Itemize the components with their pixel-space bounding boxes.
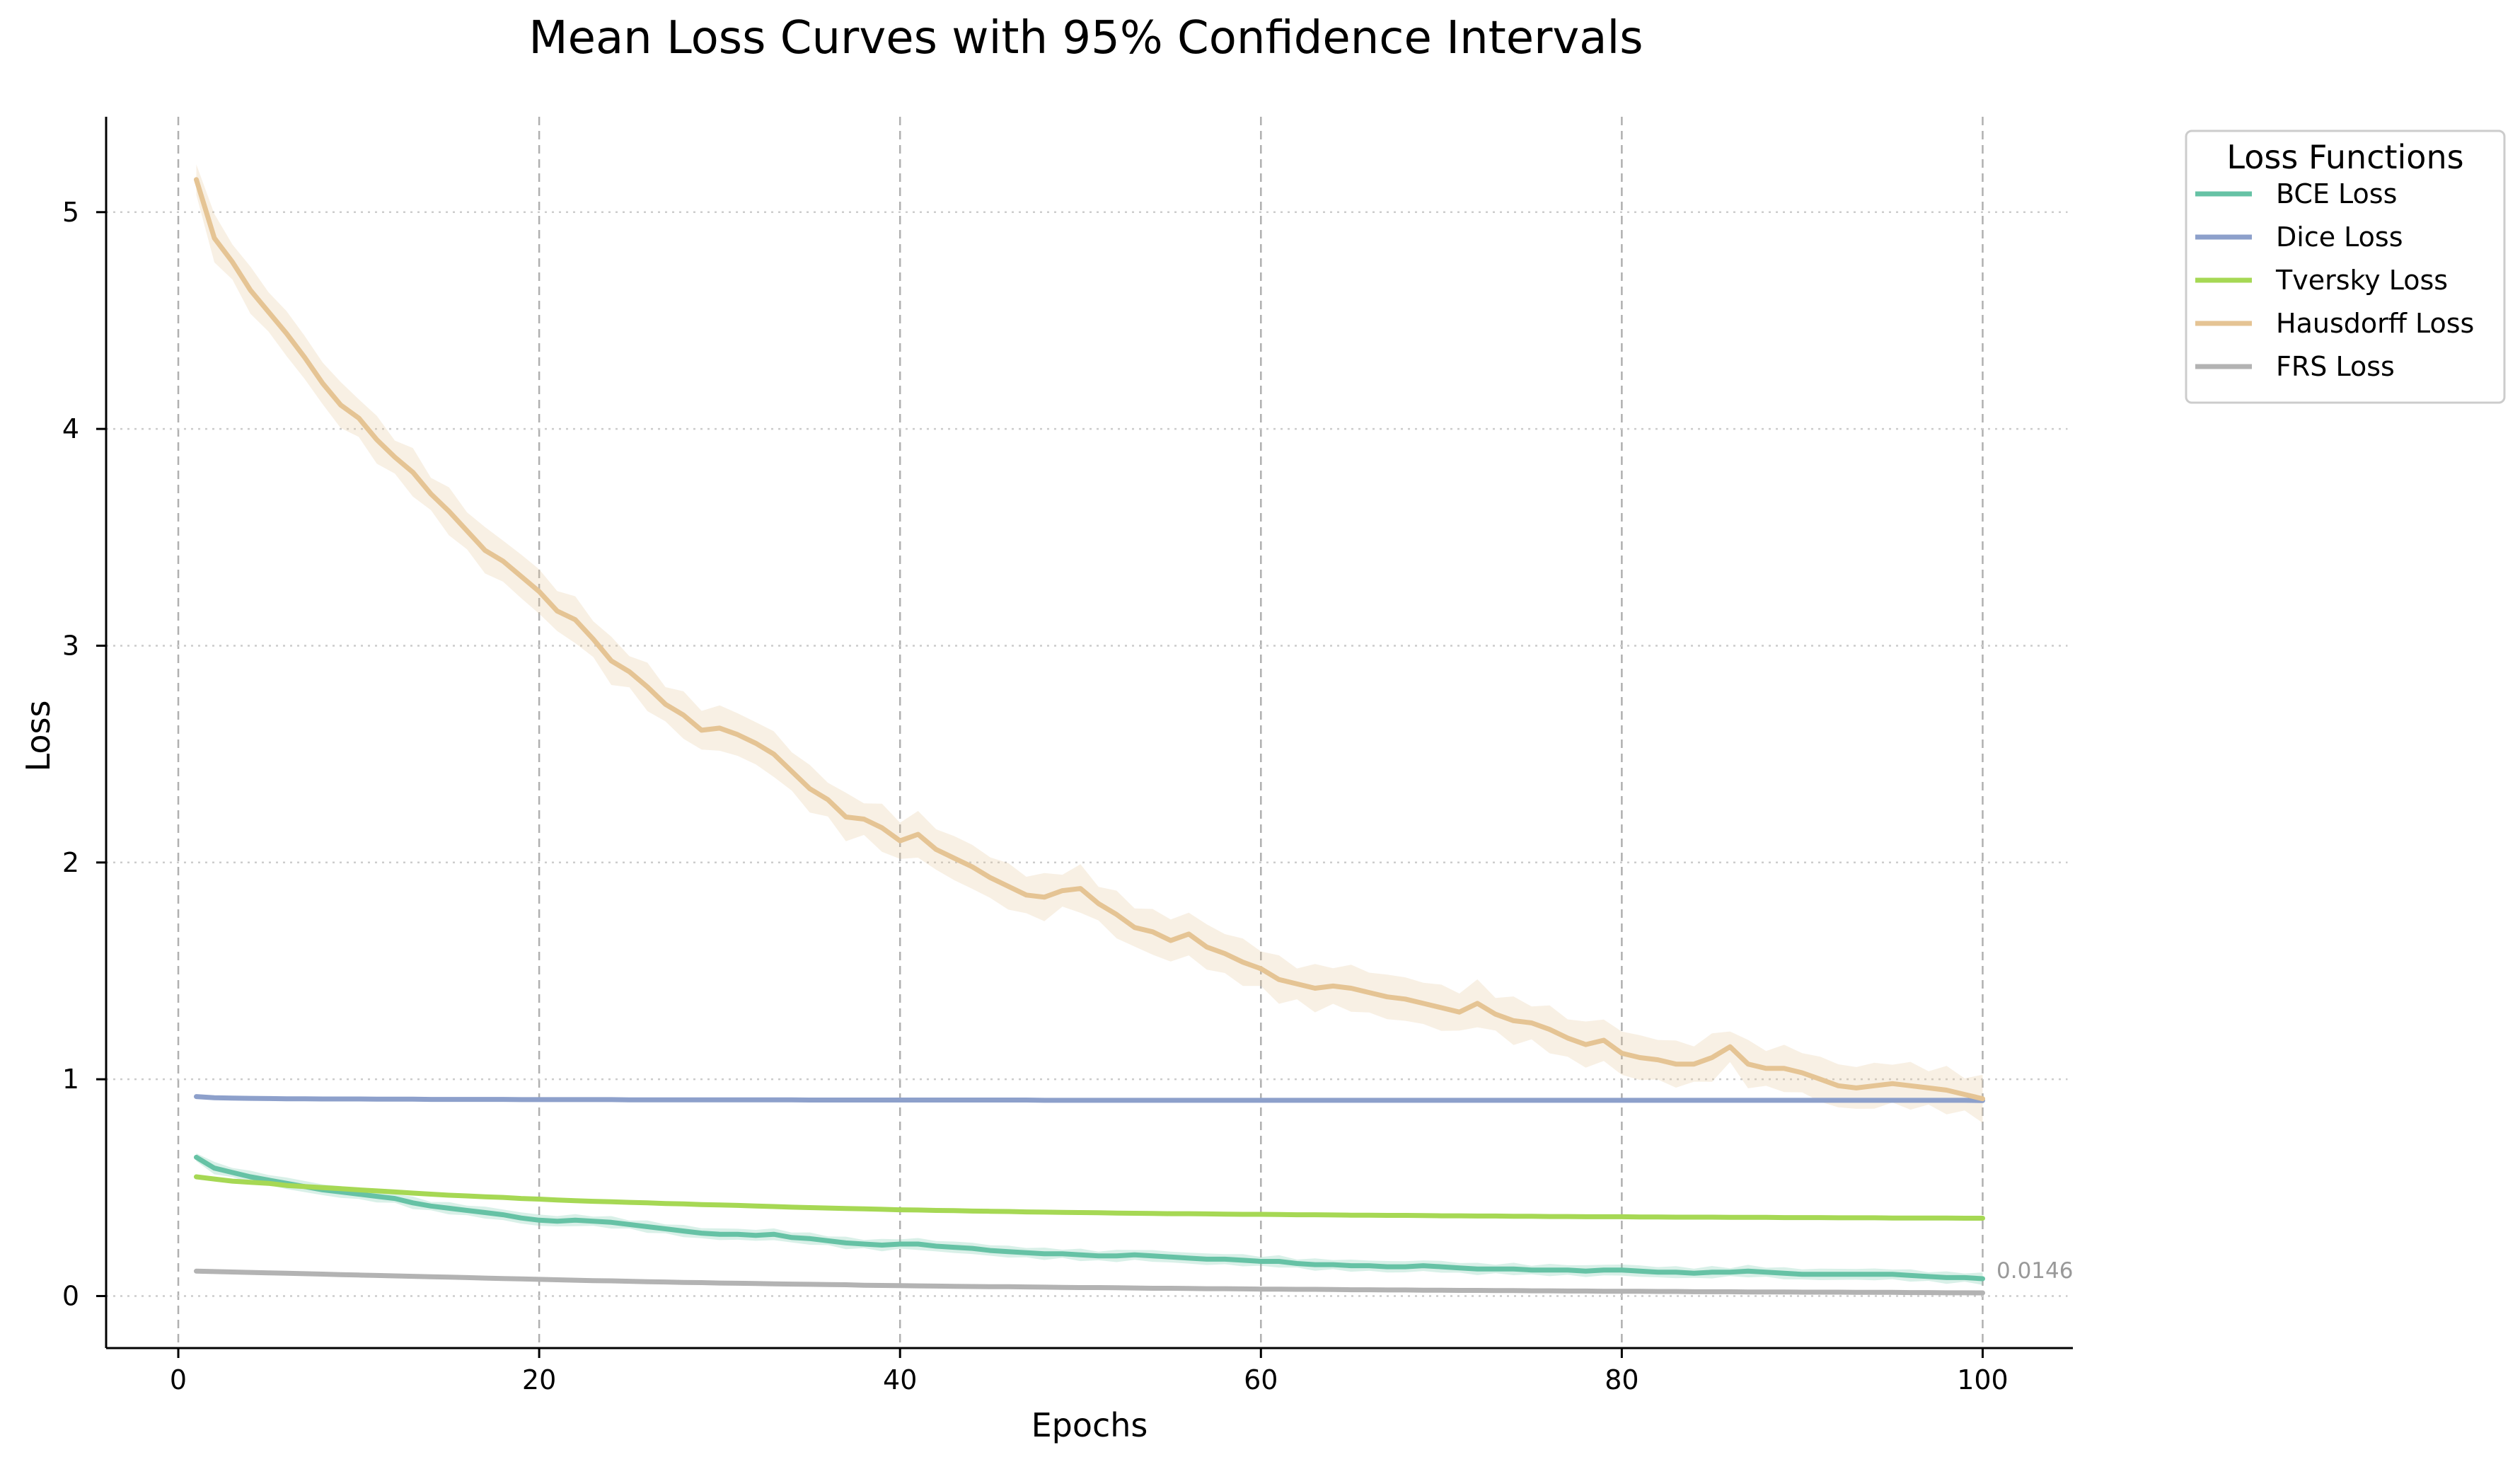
y-tick-label: 0 bbox=[62, 1280, 79, 1311]
x-tick-label: 100 bbox=[1957, 1364, 2009, 1395]
dice-loss-legend-label: Dice Loss bbox=[2276, 221, 2403, 253]
x-tick-label: 60 bbox=[1244, 1364, 1278, 1395]
confidence-bands bbox=[196, 164, 1983, 1294]
bce-loss-legend-label: BCE Loss bbox=[2276, 178, 2397, 209]
y-tick-label: 2 bbox=[62, 847, 79, 878]
legend: Loss Functions BCE Loss Dice Loss Tversky … bbox=[2185, 129, 2506, 404]
frs-loss-line bbox=[194, 1268, 1985, 1296]
legend-title: Loss Functions bbox=[2226, 138, 2463, 176]
x-tick-label: 80 bbox=[1605, 1364, 1638, 1395]
hausdorff-loss-line bbox=[194, 177, 1985, 1102]
tversky-loss-legend-label: Tversky Loss bbox=[2275, 265, 2448, 296]
y-axis-label: Loss bbox=[19, 701, 57, 772]
y-tick-label: 1 bbox=[62, 1064, 79, 1095]
tick-layer: 0 20 40 60 80 100 0 1 2 3 4 5 bbox=[62, 197, 2009, 1395]
bce-loss-line bbox=[194, 1154, 1985, 1282]
axes bbox=[105, 117, 2073, 1349]
x-tick-label: 20 bbox=[522, 1364, 556, 1395]
x-axis-label: Epochs bbox=[1031, 1406, 1148, 1444]
chart-title: Mean Loss Curves with 95% Confidence Int… bbox=[528, 12, 1643, 64]
y-tick-label: 5 bbox=[62, 197, 79, 228]
dice-loss-line bbox=[194, 1094, 1985, 1103]
legend-items: BCE Loss Dice Loss Tversky Loss Hausdorff L… bbox=[2195, 178, 2474, 382]
x-tick-label: 0 bbox=[170, 1364, 187, 1395]
end-value-annotation: 0.0146 bbox=[1996, 1258, 2073, 1284]
grid-layer bbox=[106, 117, 2068, 1348]
tversky-loss-line bbox=[194, 1174, 1985, 1221]
frs-loss-legend-label: FRS Loss bbox=[2276, 351, 2395, 382]
x-tick-label: 40 bbox=[883, 1364, 917, 1395]
legend-frame bbox=[2185, 129, 2506, 404]
y-tick-label: 4 bbox=[62, 413, 79, 444]
series-lines bbox=[194, 177, 1985, 1296]
y-tick-label: 3 bbox=[62, 630, 79, 661]
hausdorff-loss-legend-label: Hausdorff Loss bbox=[2276, 308, 2474, 339]
hausdorff-loss-ci-band bbox=[196, 164, 1983, 1123]
